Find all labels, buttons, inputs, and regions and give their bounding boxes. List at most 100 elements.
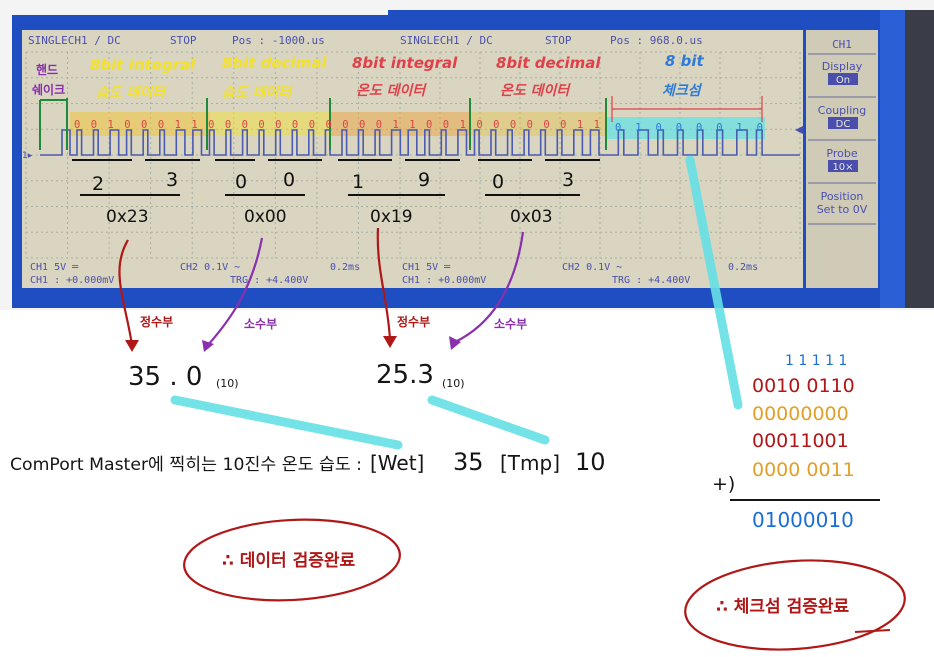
svg-text:3: 3 <box>166 169 178 191</box>
timebase: 0.2ms <box>330 262 360 273</box>
integer-part-label: 정수부 <box>397 314 430 329</box>
hex-byte: 0x23 <box>106 207 149 227</box>
carry-marks: 1 1 1 1 1 <box>785 353 847 369</box>
data-bit-string: 0 0 1 0 0 0 1 1 0 0 0 0 0 0 0 0 0 0 0 1 … <box>74 119 600 131</box>
checksum-result: 01000010 <box>752 508 854 532</box>
integer-part-label: 정수부 <box>140 314 173 329</box>
decimal-part-label: 소수부 <box>244 317 277 331</box>
ch2-scale: CH2 0.1V ∼ <box>180 262 240 273</box>
status-header-right: SINGLECH1 ∕ DC STOP Pos : 968.0.us <box>400 34 703 47</box>
comport-readout: ComPort Master에 찍히는 10진수 온도 습도 : [Wet] 3… <box>10 448 606 476</box>
hex-byte: 0x19 <box>370 207 413 227</box>
tmp-label: [Tmp] <box>500 451 560 475</box>
svg-text:온도 데이터: 온도 데이터 <box>356 83 427 99</box>
annotation-arrows <box>118 227 525 352</box>
nibble-values: 2 3 0 0 1 9 0 3 0x23 0x00 0x19 0x03 <box>72 159 600 227</box>
ch1-scale: CH1 5V ═ <box>402 262 451 273</box>
menu-item-display[interactable]: Display On <box>822 60 863 86</box>
checksum-row-humidity-integral: 0010 0110 <box>752 375 855 397</box>
svg-text:2: 2 <box>92 173 104 195</box>
menu-item-label: Display <box>822 60 863 73</box>
run-state: STOP <box>170 34 197 47</box>
segment-label-humidity-decimal: 8bit decimal <box>222 54 327 72</box>
status-footer-right: CH1 5V ═ CH2 0.1V ∼ 0.2ms CH1 : +0.000mV… <box>402 262 758 286</box>
menu-item-value: On <box>836 75 850 86</box>
position-readout: Pos : -1000.us <box>232 34 325 47</box>
menu-item-coupling[interactable]: Coupling DC <box>818 104 866 130</box>
svg-text:0: 0 <box>235 171 247 193</box>
ch1-scale: CH1 5V ═ <box>30 262 79 273</box>
menu-item-label: Probe <box>826 147 857 160</box>
svg-text:쉐이크: 쉐이크 <box>32 82 65 97</box>
segment-label-temperature-integral: 8bit integral <box>352 54 458 72</box>
checksum-bit-string: 0 1 0 0 0 0 1 0 <box>615 122 763 134</box>
menu-item-value: Set to 0V <box>817 203 868 216</box>
cyan-connectors <box>170 155 743 450</box>
menu-item-label: Position <box>821 190 864 203</box>
handshake-label: 핸드 쉐이크 <box>32 62 65 97</box>
svg-text:∴ 데이터 검증완료: ∴ 데이터 검증완료 <box>222 551 356 571</box>
ch1-marker: 1▸ <box>22 151 33 161</box>
svg-text:습도 데이터: 습도 데이터 <box>222 85 293 101</box>
wet-value: 35 <box>453 448 484 476</box>
mode-label: SINGLECH1 ∕ DC <box>28 34 121 47</box>
segment-label-humidity-integral: 8bit integral <box>90 56 196 74</box>
checksum-row-temperature-decimal: 0000 0011 <box>752 459 855 481</box>
run-state: STOP <box>545 34 572 47</box>
checksum-span <box>611 96 763 122</box>
ch1-offset: CH1 : +0.000mV <box>402 275 486 286</box>
timebase: 0.2ms <box>728 262 758 273</box>
menu-item-value: 10× <box>832 162 853 173</box>
ch1-offset: CH1 : +0.000mV <box>30 275 114 286</box>
trigger-level: TRG : +4.400V <box>230 275 308 286</box>
hex-byte: 0x03 <box>510 207 553 227</box>
svg-text:9: 9 <box>418 169 430 191</box>
part-labels: 정수부 소수부 정수부 소수부 <box>140 314 527 331</box>
base-subscript: (10) <box>216 377 239 390</box>
status-header-left: SINGLECH1 ∕ DC STOP Pos : -1000.us <box>28 34 325 47</box>
svg-text:1: 1 <box>352 171 364 193</box>
menu-item-position[interactable]: Position Set to 0V <box>817 190 868 216</box>
segment-labels: 8bit integral 습도 데이터 8bit decimal 습도 데이터… <box>90 52 705 101</box>
menu-item-probe[interactable]: Probe 10× <box>826 147 858 173</box>
temperature-decimal-value: 25.3 <box>376 360 434 390</box>
svg-text:온도 데이터: 온도 데이터 <box>500 83 571 99</box>
wet-label: [Wet] <box>370 451 424 475</box>
tmp-value: 10 <box>575 448 606 476</box>
segment-label-checksum: 8 bit <box>665 52 705 70</box>
svg-text:체크섬: 체크섬 <box>662 83 703 99</box>
svg-text:핸드: 핸드 <box>36 62 58 77</box>
mode-label: SINGLECH1 ∕ DC <box>400 34 493 47</box>
data-verified-stamp: ∴ 데이터 검증완료 <box>183 518 401 602</box>
trigger-marker <box>795 126 803 134</box>
oscilloscope-display: SINGLECH1 ∕ DC STOP Pos : -1000.us CH1 5… <box>0 0 934 310</box>
checksum-row-temperature-integral: 00011001 <box>752 430 849 452</box>
svg-text:3: 3 <box>562 169 574 191</box>
decimal-part-label: 소수부 <box>494 317 527 331</box>
svg-text:습도 데이터: 습도 데이터 <box>96 85 167 101</box>
plus-sign: +) <box>712 473 735 495</box>
menu-item-value: DC <box>836 119 851 130</box>
checksum-verified-stamp: ∴ 체크섬 검증완료 <box>684 559 906 651</box>
ch1-waveform <box>40 129 800 156</box>
trigger-level: TRG : +4.400V <box>612 275 690 286</box>
svg-text:∴ 체크섬 검증완료: ∴ 체크섬 검증완료 <box>716 597 850 617</box>
segment-separators <box>39 98 607 150</box>
checksum-band <box>605 117 765 139</box>
comport-prefix: ComPort Master에 찍히는 10진수 온도 습도 : <box>10 455 362 475</box>
decimal-values: 35 . 0 (10) 25.3 (10) <box>128 360 465 392</box>
humidity-decimal-value: 35 . 0 <box>128 362 202 392</box>
base-subscript: (10) <box>442 377 465 390</box>
hex-byte: 0x00 <box>244 207 287 227</box>
checksum-row-humidity-decimal: 00000000 <box>752 403 849 425</box>
svg-text:0: 0 <box>492 171 504 193</box>
checksum-addition: 1 1 1 1 1 0010 0110 00000000 00011001 00… <box>712 353 880 532</box>
menu-title: CH1 <box>832 38 852 51</box>
menu-item-label: Coupling <box>818 104 866 117</box>
status-footer-left: CH1 5V ═ CH2 0.1V ∼ 0.2ms CH1 : +0.000mV… <box>30 262 360 286</box>
ch1-side-menu: CH1 Display On Coupling DC Probe 10× Po <box>806 30 878 288</box>
svg-text:0: 0 <box>283 169 295 191</box>
segment-label-temperature-decimal: 8bit decimal <box>496 54 601 72</box>
position-readout: Pos : 968.0.us <box>610 34 703 47</box>
